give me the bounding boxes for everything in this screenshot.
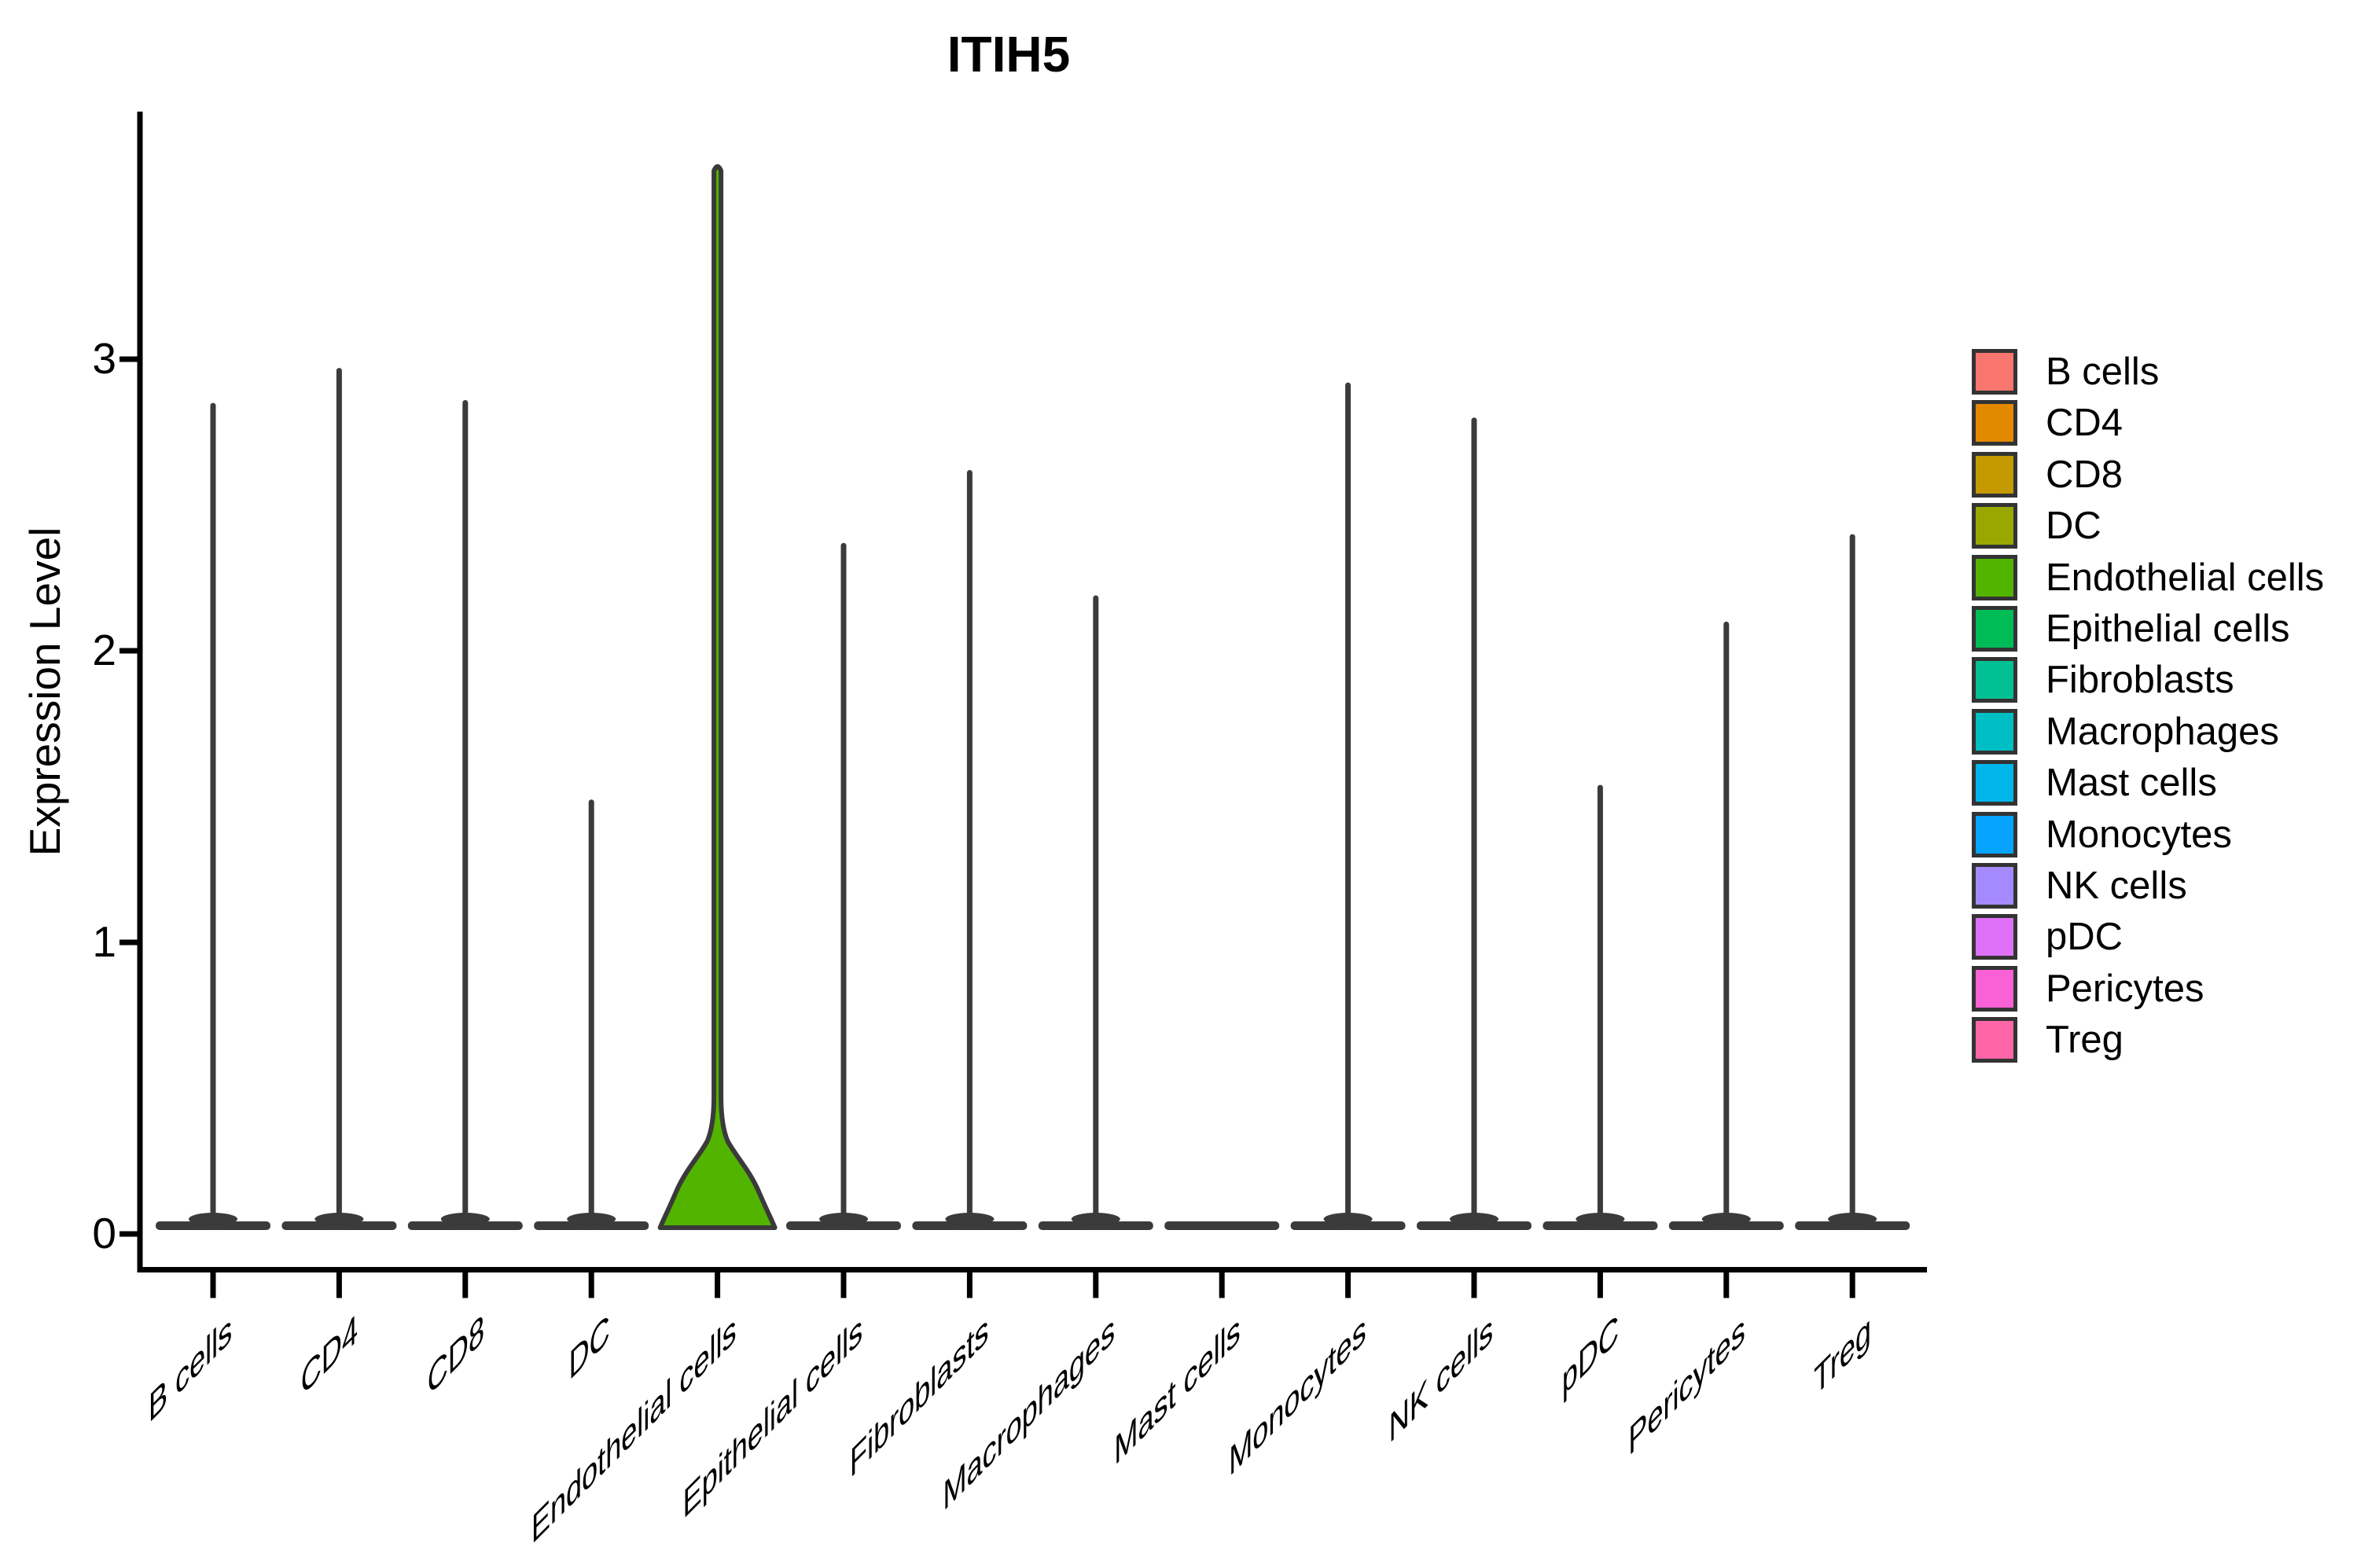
legend-label-epithelial-cells: Epithelial cells <box>2046 607 2290 650</box>
legend-label-monocytes: Monocytes <box>2046 813 2232 856</box>
legend-item-dc: DC <box>1972 503 2324 549</box>
legend-swatch-fibroblasts <box>1972 657 2017 703</box>
legend-label-treg: Treg <box>2046 1019 2123 1062</box>
legend-label-cd4: CD4 <box>2046 402 2123 445</box>
y-tick-label-1: 1 <box>92 917 116 966</box>
legend-swatch-nk-cells <box>1972 862 2017 909</box>
legend-item-fibroblasts: Fibroblasts <box>1972 657 2324 703</box>
legend-label-cd8: CD8 <box>2046 453 2123 496</box>
legend-swatch-macrophages <box>1972 708 2017 755</box>
legend-label-dc: DC <box>2046 505 2101 548</box>
legend-swatch-b-cells <box>1972 349 2017 395</box>
legend-item-monocytes: Monocytes <box>1972 811 2324 857</box>
legend-label-pericytes: Pericytes <box>2046 967 2204 1010</box>
legend-swatch-cd4 <box>1972 400 2017 446</box>
legend-label-b-cells: B cells <box>2046 351 2160 393</box>
legend-swatch-dc <box>1972 503 2017 549</box>
legend-swatch-epithelial-cells <box>1972 605 2017 652</box>
legend-item-treg: Treg <box>1972 1017 2324 1063</box>
legend-swatch-pdc <box>1972 914 2017 960</box>
legend-item-mast-cells: Mast cells <box>1972 760 2324 806</box>
legend-label-pdc: pDC <box>2046 916 2123 959</box>
legend-item-cd4: CD4 <box>1972 400 2324 446</box>
legend-item-pdc: pDC <box>1972 914 2324 960</box>
legend-swatch-treg <box>1972 1017 2017 1063</box>
legend-label-fibroblasts: Fibroblasts <box>2046 659 2234 702</box>
legend-label-nk-cells: NK cells <box>2046 864 2187 907</box>
legend-item-b-cells: B cells <box>1972 349 2324 395</box>
y-tick-label-3: 3 <box>92 334 116 383</box>
legend: B cells CD4 CD8 DC Endothelial cells Epi… <box>1972 349 2324 1063</box>
legend-item-macrophages: Macrophages <box>1972 708 2324 755</box>
legend-swatch-mast-cells <box>1972 760 2017 806</box>
chart-title: ITIH5 <box>947 26 1071 83</box>
legend-item-epithelial-cells: Epithelial cells <box>1972 605 2324 652</box>
legend-swatch-pericytes <box>1972 965 2017 1012</box>
legend-swatch-endothelial-cells <box>1972 554 2017 600</box>
y-tick-label-2: 2 <box>92 626 116 674</box>
legend-item-pericytes: Pericytes <box>1972 965 2324 1012</box>
legend-label-macrophages: Macrophages <box>2046 710 2279 753</box>
y-tick-label-0: 0 <box>92 1209 116 1258</box>
legend-item-cd8: CD8 <box>1972 451 2324 498</box>
legend-label-mast-cells: Mast cells <box>2046 762 2217 805</box>
legend-item-nk-cells: NK cells <box>1972 862 2324 909</box>
legend-swatch-monocytes <box>1972 811 2017 857</box>
y-axis-title: Expression Level <box>20 527 69 857</box>
legend-swatch-cd8 <box>1972 451 2017 498</box>
legend-item-endothelial-cells: Endothelial cells <box>1972 554 2325 600</box>
legend-label-endothelial-cells: Endothelial cells <box>2046 556 2325 599</box>
